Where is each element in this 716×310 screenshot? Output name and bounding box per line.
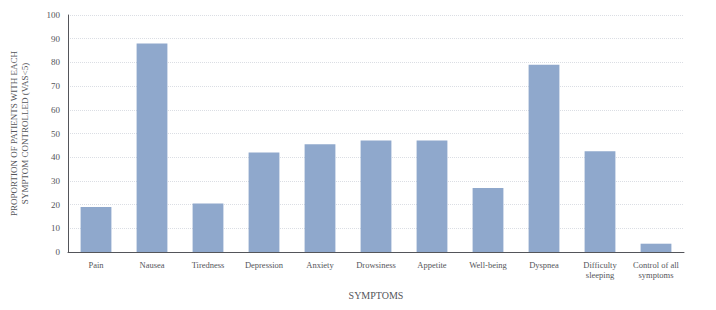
svg-text:Difficulty: Difficulty bbox=[583, 260, 617, 270]
svg-text:50: 50 bbox=[51, 129, 61, 139]
svg-text:Pain: Pain bbox=[88, 260, 104, 270]
svg-text:40: 40 bbox=[51, 152, 61, 162]
svg-text:20: 20 bbox=[51, 200, 61, 210]
svg-text:Drowsiness: Drowsiness bbox=[356, 260, 396, 270]
svg-text:SYMPTOM CONTROLLED (VAS<5): SYMPTOM CONTROLLED (VAS<5) bbox=[20, 63, 30, 204]
svg-text:80: 80 bbox=[51, 57, 61, 67]
svg-text:100: 100 bbox=[47, 10, 61, 20]
svg-text:70: 70 bbox=[51, 81, 61, 91]
svg-text:Well-being: Well-being bbox=[469, 260, 507, 270]
svg-text:Control of all: Control of all bbox=[633, 260, 679, 270]
svg-text:SYMPTOMS: SYMPTOMS bbox=[349, 290, 404, 301]
svg-text:90: 90 bbox=[51, 34, 61, 44]
svg-text:symptoms: symptoms bbox=[639, 270, 674, 280]
svg-text:PROPORTION OF PATIENTS WITH EA: PROPORTION OF PATIENTS WITH EACH bbox=[9, 51, 19, 216]
svg-text:10: 10 bbox=[51, 223, 61, 233]
svg-text:Dyspnea: Dyspnea bbox=[529, 260, 559, 270]
svg-text:Appetite: Appetite bbox=[417, 260, 446, 270]
svg-text:Depression: Depression bbox=[245, 260, 284, 270]
svg-text:Tiredness: Tiredness bbox=[192, 260, 225, 270]
svg-text:Anxiety: Anxiety bbox=[306, 260, 334, 270]
svg-text:0: 0 bbox=[56, 247, 61, 257]
svg-text:60: 60 bbox=[51, 105, 61, 115]
svg-text:Nausea: Nausea bbox=[139, 260, 164, 270]
svg-text:30: 30 bbox=[51, 176, 61, 186]
svg-text:sleeping: sleeping bbox=[586, 270, 615, 280]
